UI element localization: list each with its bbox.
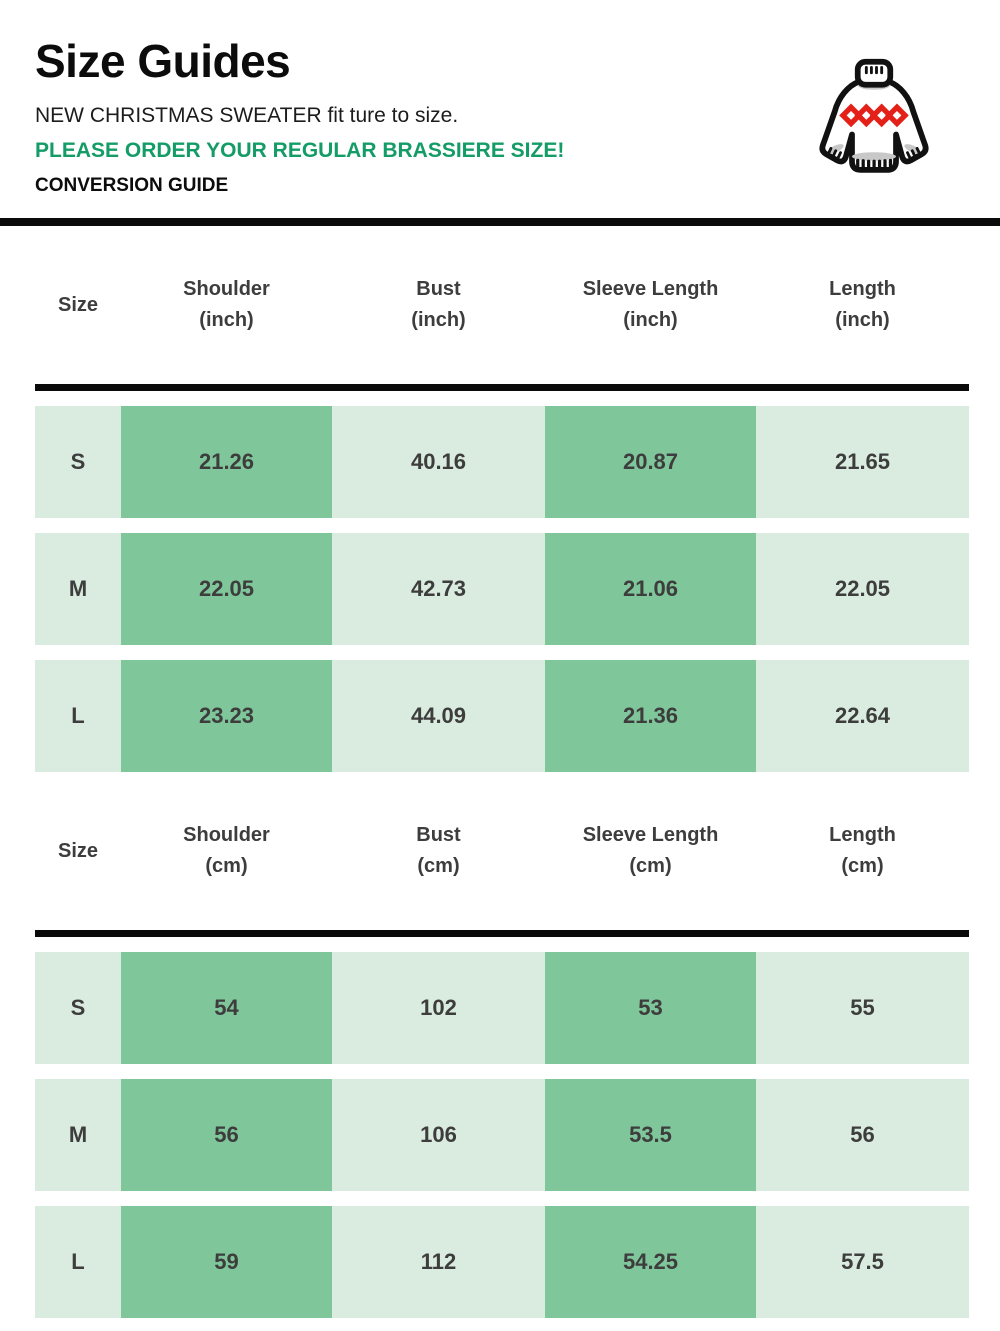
header: Size Guides NEW CHRISTMAS SWEATER fit tu… — [0, 0, 1000, 197]
shoulder-cell: 22.05 — [121, 533, 332, 645]
shoulder-cell: 21.26 — [121, 406, 332, 518]
sleeve-length-cell: 21.06 — [545, 533, 756, 645]
size-cell: S — [35, 406, 121, 518]
column-header-size: Size — [35, 836, 121, 867]
shoulder-cell: 54 — [121, 952, 332, 1064]
order-notice: PLEASE ORDER YOUR REGULAR BRASSIERE SIZE… — [35, 139, 565, 162]
table-row: L 59 112 54.25 57.5 — [35, 1206, 969, 1318]
conversion-guide-label: CONVERSION GUIDE — [35, 175, 229, 196]
column-header-bust: Bust (inch) — [332, 274, 545, 336]
table-header-rule — [35, 930, 969, 937]
column-label: Sleeve Length — [582, 278, 719, 300]
table-row: S 54 102 53 55 — [35, 952, 969, 1064]
size-cell: S — [35, 952, 121, 1064]
sleeve-length-cell: 53.5 — [545, 1079, 756, 1191]
table-row: S 21.26 40.16 20.87 21.65 — [35, 406, 969, 518]
column-label: Shoulder — [183, 824, 270, 846]
column-label: Shoulder — [183, 278, 270, 300]
column-header-shoulder: Shoulder (cm) — [121, 820, 332, 882]
table-row: M 56 106 53.5 56 — [35, 1079, 969, 1191]
column-unit: (cm) — [841, 855, 884, 877]
shoulder-cell: 59 — [121, 1206, 332, 1318]
sleeve-length-cell: 54.25 — [545, 1206, 756, 1318]
size-table-inch: Size Shoulder (inch) Bust (inch) Sleeve … — [35, 226, 969, 772]
column-header-bust: Bust (cm) — [332, 820, 545, 882]
size-cell: M — [35, 1079, 121, 1191]
bust-cell: 106 — [332, 1079, 545, 1191]
column-label: Length — [829, 824, 896, 846]
column-header-sleeve-length: Sleeve Length (inch) — [545, 274, 756, 336]
column-label: Bust — [416, 278, 461, 300]
column-unit: (inch) — [411, 309, 466, 331]
sleeve-length-cell: 21.36 — [545, 660, 756, 772]
column-unit: (cm) — [417, 855, 460, 877]
shoulder-cell: 23.23 — [121, 660, 332, 772]
shoulder-cell: 56 — [121, 1079, 332, 1191]
column-header-length: Length (inch) — [756, 274, 969, 336]
length-cell: 56 — [756, 1079, 969, 1191]
table-header-row: Size Shoulder (inch) Bust (inch) Sleeve … — [35, 226, 969, 384]
table-header-rule — [35, 384, 969, 391]
column-unit: (inch) — [835, 309, 890, 331]
christmas-sweater-icon — [806, 56, 942, 190]
length-cell: 57.5 — [756, 1206, 969, 1318]
length-cell: 22.05 — [756, 533, 969, 645]
sleeve-length-cell: 53 — [545, 952, 756, 1064]
bust-cell: 44.09 — [332, 660, 545, 772]
table-header-row: Size Shoulder (cm) Bust (cm) Sleeve Leng… — [35, 772, 969, 930]
table-row: L 23.23 44.09 21.36 22.64 — [35, 660, 969, 772]
column-unit: (inch) — [623, 309, 678, 331]
column-unit: (cm) — [205, 855, 248, 877]
column-label: Sleeve Length — [582, 824, 719, 846]
column-label: Bust — [416, 824, 461, 846]
column-header-shoulder: Shoulder (inch) — [121, 274, 332, 336]
column-header-size: Size — [35, 290, 121, 321]
bust-cell: 40.16 — [332, 406, 545, 518]
table-row: M 22.05 42.73 21.06 22.05 — [35, 533, 969, 645]
column-label: Size — [57, 293, 99, 316]
column-unit: (cm) — [629, 855, 672, 877]
bust-cell: 102 — [332, 952, 545, 1064]
column-unit: (inch) — [199, 309, 254, 331]
header-text: Size Guides NEW CHRISTMAS SWEATER fit tu… — [35, 34, 564, 197]
fit-note: NEW CHRISTMAS SWEATER fit ture to size. — [35, 104, 459, 127]
sleeve-length-cell: 20.87 — [545, 406, 756, 518]
size-table-cm: Size Shoulder (cm) Bust (cm) Sleeve Leng… — [35, 772, 969, 1318]
bust-cell: 112 — [332, 1206, 545, 1318]
header-divider — [0, 218, 1000, 226]
page-title: Size Guides — [35, 35, 291, 87]
column-header-length: Length (cm) — [756, 820, 969, 882]
length-cell: 21.65 — [756, 406, 969, 518]
column-header-sleeve-length: Sleeve Length (cm) — [545, 820, 756, 882]
length-cell: 22.64 — [756, 660, 969, 772]
size-cell: M — [35, 533, 121, 645]
column-label: Length — [829, 278, 896, 300]
size-cell: L — [35, 1206, 121, 1318]
length-cell: 55 — [756, 952, 969, 1064]
column-label: Size — [57, 839, 99, 862]
bust-cell: 42.73 — [332, 533, 545, 645]
size-cell: L — [35, 660, 121, 772]
